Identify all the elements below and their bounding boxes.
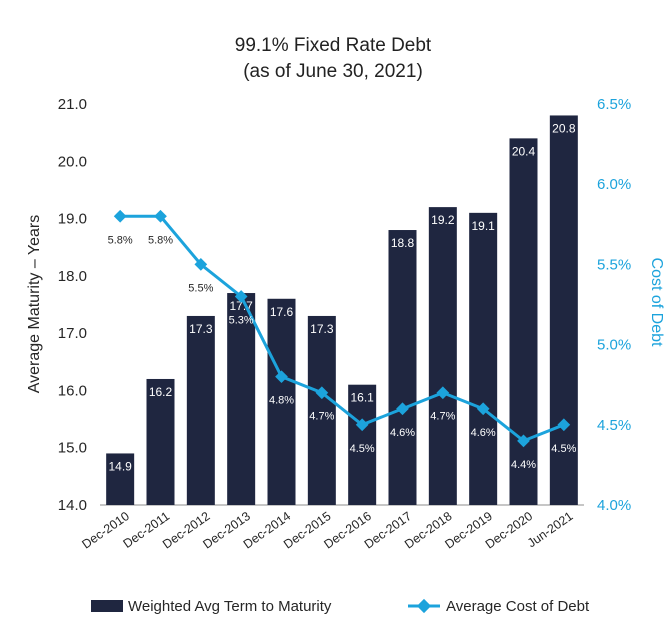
line-path — [120, 214, 565, 443]
y2-tick-label: 6.5% — [597, 96, 631, 113]
bar-value-label: 19.1 — [471, 219, 495, 233]
y-tick-label: 17.0 — [58, 325, 87, 342]
bar-value-label: 20.4 — [512, 144, 536, 158]
bar — [307, 315, 336, 505]
line-value-label: 4.5% — [551, 443, 576, 455]
bar-labels: 14.916.217.317.7 17.617.316.118.819.2 19.1… — [108, 121, 575, 473]
line-point — [234, 290, 248, 303]
bar-value-label: 16.1 — [350, 391, 374, 405]
y2-axis-label: Cost of Debt — [648, 258, 665, 347]
y2-tick-label: 4.5% — [597, 417, 631, 434]
line-value-label: 5.5% — [188, 282, 213, 294]
line-point — [194, 258, 208, 271]
y-tick-label: 20.0 — [58, 153, 87, 170]
line-value-label: 4.8% — [269, 395, 294, 407]
bars — [106, 115, 578, 506]
y-tick-label: 14.0 — [58, 497, 87, 514]
y-tick-label: 18.0 — [58, 268, 87, 285]
line-value-label: 4.7% — [309, 411, 334, 423]
line-point — [113, 209, 127, 223]
bar — [549, 115, 578, 505]
line-point — [315, 386, 329, 400]
y2-tick-label: 5.0% — [597, 337, 631, 354]
bar-value-label: 17.6 — [270, 305, 294, 319]
line-point — [355, 418, 369, 432]
line-value-label: 5.8% — [148, 234, 173, 246]
bar — [267, 298, 296, 505]
bar — [106, 453, 135, 505]
x-tick-label: Jun-2021 — [525, 509, 576, 550]
line-series — [113, 209, 571, 448]
line-value-label: 4.6% — [390, 427, 415, 439]
line-value-label: 5.8% — [108, 234, 133, 246]
bar-value-label: 17.3 — [310, 322, 334, 336]
bar-value-label: 14.9 — [108, 459, 132, 473]
line-point — [275, 370, 288, 384]
bar — [186, 315, 215, 505]
line-point — [476, 402, 490, 416]
chart-title: 99.1% Fixed Rate Debt — [235, 35, 432, 56]
chart-subtitle: (as of June 30, 2021) — [243, 61, 423, 82]
bar-value-label: 17.3 — [189, 322, 213, 336]
line-point — [154, 209, 167, 223]
line-value-label: 4.6% — [471, 427, 496, 439]
y2-tick-label: 6.0% — [597, 176, 631, 193]
y-tick-label: 15.0 — [58, 440, 87, 457]
legend-bar-label: Weighted Avg Term to Maturity — [128, 598, 332, 615]
y-tick-label: 21.0 — [58, 96, 87, 113]
bar-value-label: 16.2 — [149, 385, 173, 399]
bar — [388, 230, 417, 505]
line-labels: 5.8% 5.8% 5.5% 5.3% 4.8% 4.7% 4.5% 4.6% 4.7% 4.6%… — [108, 234, 577, 471]
bar-value-label: 18.8 — [391, 236, 415, 250]
y-tick-label: 16.0 — [58, 382, 87, 399]
line-value-label: 5.3% — [229, 314, 254, 326]
legend: Weighted Avg Term to Maturity Average Co… — [91, 598, 590, 615]
bar — [428, 207, 457, 505]
y2-tick-label: 4.0% — [597, 497, 631, 514]
bar-value-label: 20.8 — [552, 121, 576, 135]
y-axis-ticks: 14.0 15.0 16.0 17.0 18.0 19.0 20.0 21.0 — [58, 96, 87, 514]
bar — [509, 138, 538, 505]
bar — [146, 378, 175, 505]
y-tick-label: 19.0 — [58, 211, 87, 228]
legend-line-marker — [416, 598, 432, 614]
bar — [227, 293, 256, 505]
y-axis-label: Average Maturity – Years — [26, 215, 43, 393]
line-value-label: 4.5% — [350, 443, 375, 455]
y2-axis-ticks: 4.0% 4.5% 5.0% 5.5% 6.0% 6.5% — [597, 96, 631, 514]
line-point — [436, 386, 450, 400]
y2-tick-label: 5.5% — [597, 256, 631, 273]
x-axis-ticks: Dec-2010Dec-2011Dec-2012Dec-2013Dec-2014… — [79, 509, 575, 552]
line-value-label: 4.7% — [430, 411, 455, 423]
legend-line-label: Average Cost of Debt — [446, 598, 590, 615]
bar-value-label: 19.2 — [431, 213, 455, 227]
bar — [348, 384, 377, 505]
line-point — [396, 402, 409, 416]
bar — [469, 212, 498, 506]
legend-bar-swatch — [91, 600, 123, 612]
line-value-label: 4.4% — [511, 459, 536, 471]
